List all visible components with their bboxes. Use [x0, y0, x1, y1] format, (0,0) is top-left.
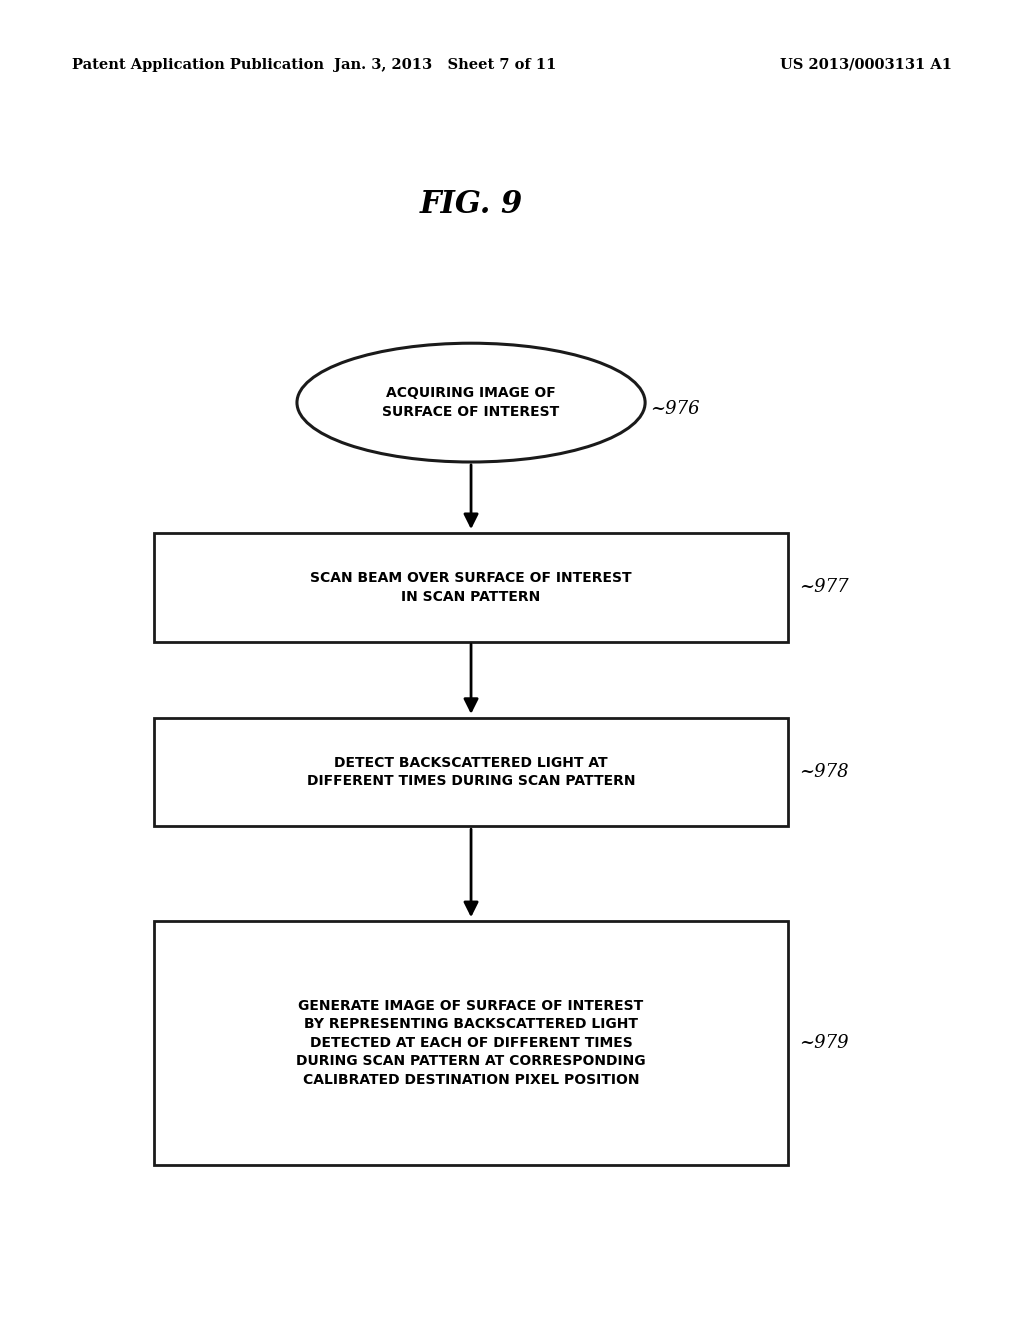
Text: US 2013/0003131 A1: US 2013/0003131 A1	[780, 58, 952, 71]
FancyBboxPatch shape	[154, 533, 788, 642]
Text: GENERATE IMAGE OF SURFACE OF INTEREST
BY REPRESENTING BACKSCATTERED LIGHT
DETECT: GENERATE IMAGE OF SURFACE OF INTEREST BY…	[296, 999, 646, 1086]
Text: SCAN BEAM OVER SURFACE OF INTEREST
IN SCAN PATTERN: SCAN BEAM OVER SURFACE OF INTEREST IN SC…	[310, 572, 632, 603]
FancyBboxPatch shape	[154, 718, 788, 826]
Text: ACQUIRING IMAGE OF
SURFACE OF INTEREST: ACQUIRING IMAGE OF SURFACE OF INTEREST	[382, 387, 560, 418]
Text: FIG. 9: FIG. 9	[420, 189, 522, 220]
Text: DETECT BACKSCATTERED LIGHT AT
DIFFERENT TIMES DURING SCAN PATTERN: DETECT BACKSCATTERED LIGHT AT DIFFERENT …	[307, 756, 635, 788]
Text: ~976: ~976	[650, 400, 699, 418]
Text: Patent Application Publication: Patent Application Publication	[72, 58, 324, 71]
Text: ~977: ~977	[799, 578, 848, 597]
Ellipse shape	[297, 343, 645, 462]
Text: ~979: ~979	[799, 1034, 848, 1052]
FancyBboxPatch shape	[154, 921, 788, 1166]
Text: Jan. 3, 2013   Sheet 7 of 11: Jan. 3, 2013 Sheet 7 of 11	[334, 58, 557, 71]
Text: ~978: ~978	[799, 763, 848, 781]
